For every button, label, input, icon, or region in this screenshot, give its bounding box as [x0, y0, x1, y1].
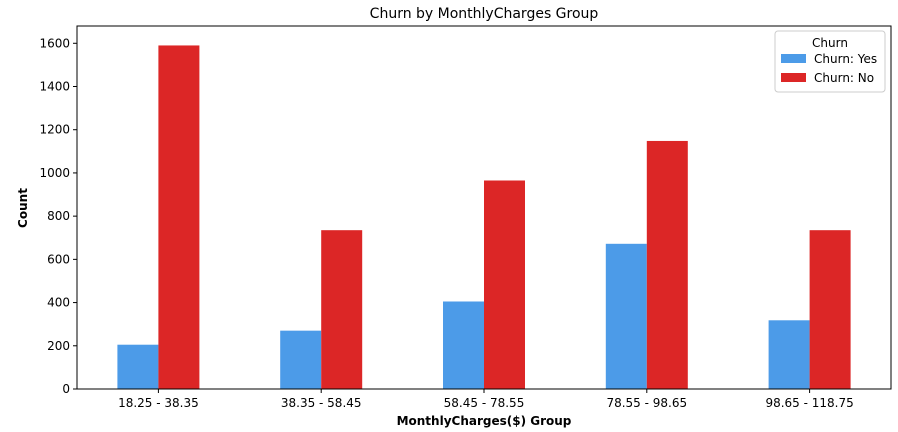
- y-tick-label-1: 200: [47, 339, 70, 353]
- x-tick-label-2: 58.45 - 78.55: [444, 396, 525, 410]
- bar-churn-yes-0: [117, 344, 159, 389]
- bar-churn-no-0: [158, 45, 200, 389]
- legend: Churn Churn: Yes Churn: No: [774, 30, 886, 93]
- axes-layer: 0 200 400 600 800 1000 1200 1400 1600 18.25 - 38.…: [39, 25, 892, 410]
- y-tick-label-3: 600: [47, 252, 70, 266]
- bar-churn-no-2: [484, 180, 525, 389]
- y-tick-label-7: 1400: [39, 80, 70, 94]
- bar-churn-yes-1: [280, 330, 322, 389]
- y-tick-label-8: 1600: [39, 36, 70, 50]
- y-tick-label-2: 400: [47, 296, 70, 310]
- x-axis-label: MonthlyCharges($) Group: [397, 414, 572, 428]
- bar-churn-no-3: [646, 140, 688, 389]
- y-tick-label-4: 800: [47, 209, 70, 223]
- x-tick-label-1: 38.35 - 58.45: [281, 396, 362, 410]
- bar-churn-no-4: [809, 230, 851, 389]
- legend-title: Churn: [812, 36, 848, 50]
- chart-title: Churn by MonthlyCharges Group: [370, 6, 599, 22]
- bar-churn-yes-4: [768, 320, 810, 389]
- legend-swatch-0: [781, 54, 806, 63]
- x-tick-label-3: 78.55 - 98.65: [606, 396, 687, 410]
- legend-items: Churn: Yes Churn: No: [781, 52, 877, 85]
- x-tick-label-0: 18.25 - 38.35: [118, 396, 199, 410]
- legend-label-0: Churn: Yes: [814, 52, 877, 66]
- y-tick-label-6: 1200: [39, 123, 70, 137]
- y-tick-label-5: 1000: [39, 166, 70, 180]
- bar-churn-yes-2: [443, 301, 484, 389]
- bar-churn-yes-3: [605, 243, 647, 389]
- bar-churn-no-1: [321, 230, 363, 389]
- y-tick-label-0: 0: [62, 382, 70, 396]
- bars-layer: [117, 45, 851, 389]
- legend-swatch-1: [781, 73, 806, 82]
- legend-label-1: Churn: No: [814, 71, 874, 85]
- x-tick-label-4: 98.65 - 118.75: [765, 396, 853, 410]
- y-axis-label: Count: [16, 188, 30, 228]
